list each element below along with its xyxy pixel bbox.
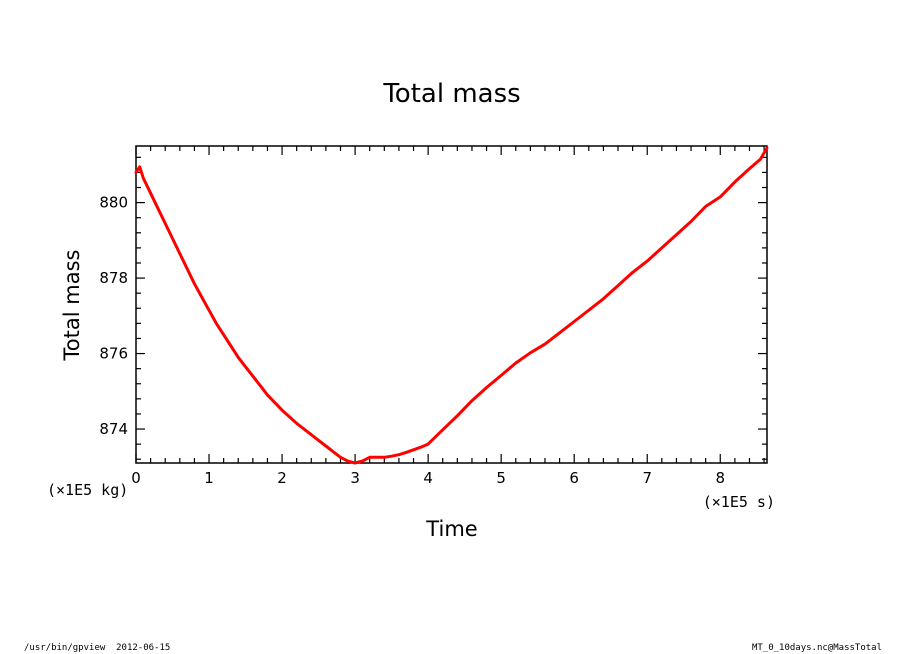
footer-command: /usr/bin/gpview 2012-06-15 — [24, 643, 171, 653]
y-tick-label: 874 — [99, 420, 128, 438]
series-line — [134, 146, 769, 465]
x-tick-label: 1 — [204, 469, 214, 487]
y-tick-label: 876 — [99, 345, 128, 363]
x-tick-label: 7 — [642, 469, 652, 487]
y-tick-label: 878 — [99, 269, 128, 287]
y-axis-label: Total mass — [60, 250, 84, 362]
x-axis-label: Time — [425, 517, 477, 541]
axes: 0 1 2 3 4 5 6 7 8 874 876 878 880 — [99, 146, 767, 487]
x-tick-label: 3 — [350, 469, 360, 487]
x-tick-label: 6 — [569, 469, 579, 487]
chart-title: Total mass — [382, 79, 520, 109]
x-tick-label: 2 — [277, 469, 287, 487]
x-tick-label: 4 — [423, 469, 433, 487]
plot-frame — [135, 145, 768, 464]
y-tick-label: 880 — [99, 194, 128, 212]
y-unit-label: (×1E5 kg) — [47, 481, 128, 499]
x-tick-label: 5 — [496, 469, 506, 487]
x-tick-label: 0 — [131, 469, 141, 487]
x-tick-label: 8 — [715, 469, 725, 487]
x-unit-label: (×1E5 s) — [703, 493, 775, 511]
footer-source: MT_0_10days.nc@MassTotal — [751, 643, 882, 653]
